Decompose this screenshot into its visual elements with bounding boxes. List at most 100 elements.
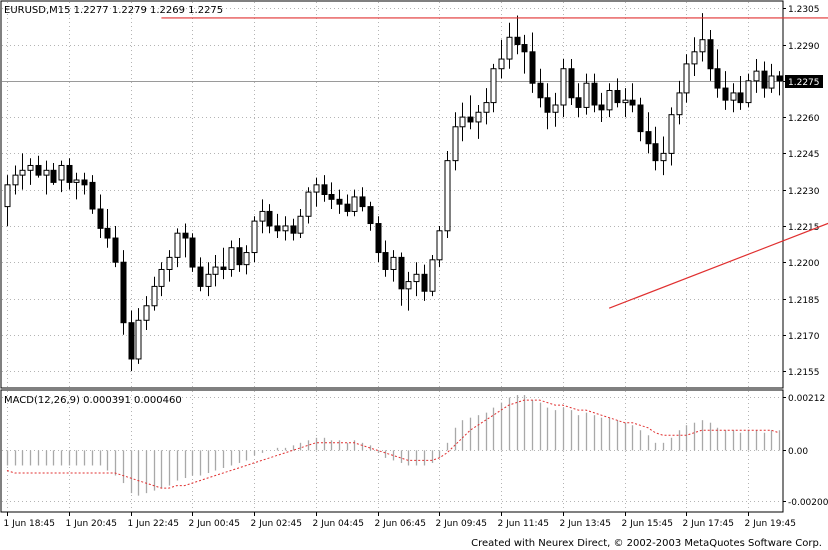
candle-body-bear [266,210,273,227]
candle-body-bear [645,131,652,145]
candle [382,240,389,277]
candle-body-bull [560,68,567,106]
candle-body-bull [405,281,412,290]
price-tick-label: 1.2260 [788,114,820,124]
candle [761,61,768,98]
candle-body-bull [583,82,590,108]
candle [707,30,714,81]
candle [475,105,482,139]
trendline-support [608,222,828,309]
candle-body-bull [552,104,559,113]
candle [722,71,729,110]
candle [344,194,351,217]
current-price-box [785,75,823,88]
candle [297,209,304,239]
candle-body-bear [614,89,621,104]
candle [243,245,250,275]
candle-body-bear [50,169,57,183]
candle [66,158,73,190]
price-tick-label: 1.2185 [788,296,820,306]
candle-body-bear [189,237,196,268]
candle-body-bear [359,196,366,208]
candle [776,71,783,96]
candle-body-bull [58,164,65,181]
candle-body-bear [290,225,297,234]
candle [606,83,613,118]
candle-body-bull [506,36,513,60]
candle [321,175,328,202]
candle-body-bull [243,252,250,266]
candle [413,262,420,297]
candle [537,68,544,108]
candle-body-bull [228,247,235,270]
candle-body-bear [344,203,351,212]
candle-body-bull [475,111,482,123]
candle-body-bear [89,181,96,210]
candle [81,172,88,195]
candle [43,160,50,195]
candle-body-bull [212,266,219,275]
time-tick-label: 2 Jun 06:45 [375,519,426,529]
candle [629,83,636,113]
time-tick-label: 1 Jun 20:45 [66,519,117,529]
candle-body-bull [282,225,289,232]
candle [251,216,258,263]
candle [313,177,320,207]
candlestick-series [4,13,783,372]
candle-body-bull [660,152,667,162]
candle-body-bull [745,80,752,104]
candle [598,92,605,122]
candle [212,254,219,287]
candle [560,59,567,118]
candle-body-bear [274,225,281,232]
candle-body-bull [151,285,158,307]
candle-body-bull [699,39,706,53]
time-tick-label: 2 Jun 19:45 [745,519,796,529]
candle [290,218,297,241]
time-tick-label: 2 Jun 04:45 [313,519,364,529]
candle [50,163,57,185]
time-axis: 1 Jun 18:45 1 Jun 20:45 1 Jun 22:45 2 Jun 0… [4,512,796,529]
candle-body-bull [259,210,266,222]
price-tick-label: 1.2155 [788,368,820,378]
candle-body-bull [43,169,50,176]
candle-body-bull [668,114,675,154]
candle-body-bear [120,261,127,324]
candle [768,63,775,93]
candle-body-bull [753,70,760,82]
candle [259,199,266,234]
candle [97,194,104,239]
candle [274,213,281,239]
candle [151,276,158,311]
candle [4,175,11,226]
price-tick-label: 1.2290 [788,42,820,52]
candle-body-bear [382,252,389,270]
candle [622,88,629,118]
candle [89,175,96,214]
candle [676,80,683,125]
candle [683,54,690,103]
candle [182,223,189,258]
candle-body-bull [390,256,397,270]
candle-body-bull [483,102,490,113]
candle-body-bull [305,191,312,217]
time-tick-label: 2 Jun 17:45 [683,519,734,529]
candle [444,150,451,239]
candle [583,73,590,115]
candle-body-bear [521,44,528,53]
candle [645,112,652,154]
candle [730,83,737,113]
time-tick-label: 1 Jun 18:45 [4,519,55,529]
candle-body-bull [413,273,420,283]
candle-body-bull [452,126,459,162]
price-tick-label: 1.2170 [788,332,820,342]
candle [521,34,528,74]
time-tick-label: 2 Jun 00:45 [189,519,240,529]
time-tick-label: 1 Jun 22:45 [128,519,179,529]
candle-body-bull [174,232,181,258]
candle [336,189,343,214]
macd-histogram [6,395,781,496]
candle-body-bear [35,164,42,176]
candle [568,59,575,106]
candle [367,201,374,231]
